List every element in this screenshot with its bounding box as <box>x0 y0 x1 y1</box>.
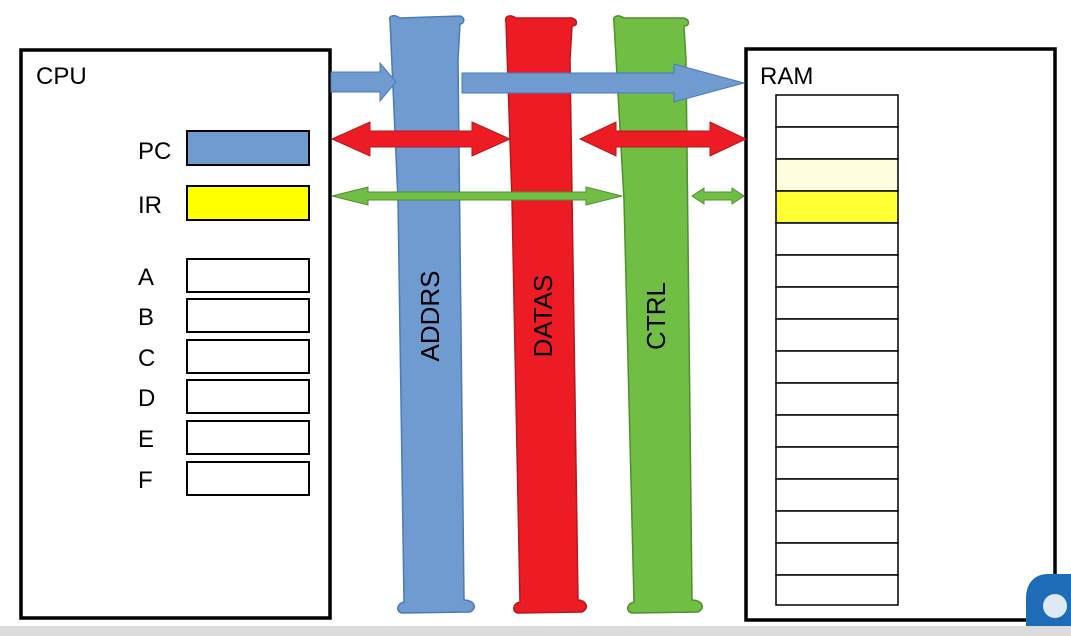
register-label-a: A <box>138 264 154 291</box>
address-bus-band <box>388 15 475 614</box>
address-arrow-cpu-to-bus <box>330 61 397 103</box>
ram-cell <box>775 318 899 352</box>
data-bus: DATAS <box>504 15 588 614</box>
control-bus: CTRL <box>612 15 703 614</box>
address-arrow-bus-to-ram <box>461 63 746 103</box>
address-bus-label: ADDRS <box>415 270 445 361</box>
ram-cell <box>775 414 899 448</box>
data-bus-label: DATAS <box>528 275 558 358</box>
register-label-d: D <box>138 385 155 412</box>
control-arrow-bus-ram <box>691 187 745 205</box>
bottom-strip <box>0 626 1071 636</box>
register-f-box <box>186 461 310 496</box>
control-arrow-cpu-bus <box>331 186 623 206</box>
ram-cells <box>775 94 899 606</box>
ram-cell <box>775 286 899 320</box>
ram-cell <box>775 510 899 544</box>
ram-cell <box>775 574 899 606</box>
ram-cell <box>775 478 899 512</box>
register-label-b: B <box>138 304 154 331</box>
ram-cell <box>775 350 899 384</box>
register-ir-box <box>186 185 310 221</box>
data-bus-band <box>504 15 588 614</box>
register-label-c: C <box>138 345 155 372</box>
register-b-box <box>186 298 310 333</box>
register-d-box <box>186 379 310 414</box>
ram-label: RAM <box>760 63 813 90</box>
cpu-label: CPU <box>36 63 87 90</box>
ram-cell-highlight-yellow <box>775 190 899 224</box>
ram-cell <box>775 446 899 480</box>
ram-cell <box>775 126 899 160</box>
corner-logo-mark <box>1043 594 1067 618</box>
control-bus-label: CTRL <box>641 282 671 350</box>
ram-cell <box>775 94 899 128</box>
data-arrow-cpu-bus <box>330 121 512 157</box>
register-pc-box <box>186 130 310 166</box>
register-label-e: E <box>138 426 154 453</box>
register-label-pc: PC <box>138 138 171 165</box>
register-c-box <box>186 339 310 374</box>
control-bus-band <box>612 15 703 614</box>
register-a-box <box>186 258 310 293</box>
address-bus: ADDRS <box>388 15 475 614</box>
register-e-box <box>186 420 310 455</box>
ram-cell-highlight-light <box>775 158 899 192</box>
ram-cell <box>775 382 899 416</box>
register-label-ir: IR <box>138 192 162 219</box>
register-label-f: F <box>138 467 153 494</box>
corner-logo <box>1026 574 1071 636</box>
ram-cell <box>775 542 899 576</box>
ram-cell <box>775 222 899 256</box>
data-arrow-bus-ram <box>578 121 748 157</box>
ram-cell <box>775 254 899 288</box>
